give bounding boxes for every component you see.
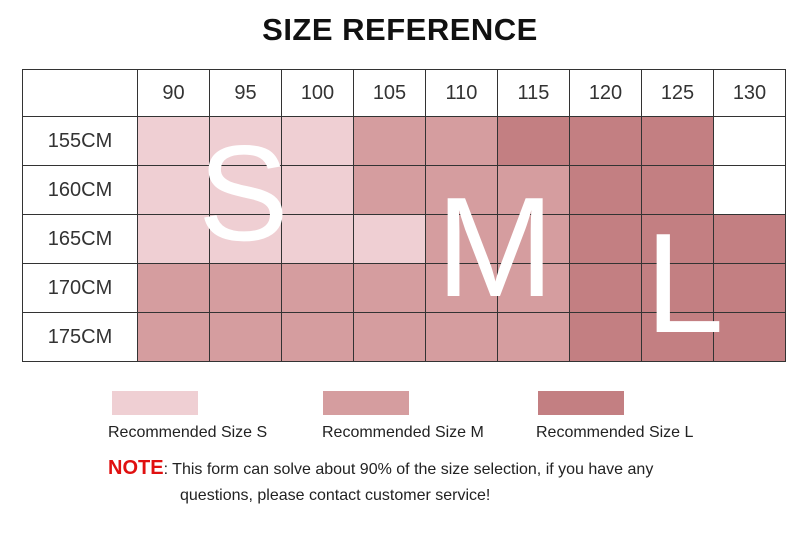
size-cell-m xyxy=(497,214,570,264)
height-label: 175CM xyxy=(22,312,138,362)
size-cell-m xyxy=(497,165,570,215)
height-label: 170CM xyxy=(22,263,138,313)
size-cell-m xyxy=(209,263,282,313)
weight-header: 130 xyxy=(713,69,786,117)
size-cell-empty xyxy=(713,116,786,166)
size-cell-s xyxy=(281,214,354,264)
note-keyword: NOTE xyxy=(108,457,164,479)
weight-header: 95 xyxy=(209,69,282,117)
weight-header: 110 xyxy=(425,69,498,117)
size-cell-l xyxy=(641,165,714,215)
height-row: 155CM xyxy=(22,116,786,166)
size-cell-m xyxy=(281,312,354,362)
size-cell-m xyxy=(497,263,570,313)
size-cell-l xyxy=(569,214,642,264)
size-cell-l xyxy=(641,214,714,264)
size-cell-m xyxy=(281,263,354,313)
size-cell-m xyxy=(425,165,498,215)
size-cell-l xyxy=(713,214,786,264)
legend-label-m: Recommended Size M xyxy=(322,424,484,441)
note-text-line2: questions, please contact customer servi… xyxy=(180,487,491,504)
size-cell-s xyxy=(137,116,210,166)
size-cell-m xyxy=(353,116,426,166)
size-cell-m xyxy=(425,312,498,362)
height-row: 160CM xyxy=(22,165,786,215)
page-title: SIZE REFERENCE xyxy=(262,12,538,47)
size-cell-m xyxy=(209,312,282,362)
size-cell-l xyxy=(641,312,714,362)
size-cell-s xyxy=(353,214,426,264)
size-cell-s xyxy=(209,214,282,264)
size-cell-s xyxy=(209,165,282,215)
legend-swatch-m xyxy=(323,391,409,415)
size-cell-m xyxy=(425,116,498,166)
size-cell-s xyxy=(137,214,210,264)
size-cell-l xyxy=(569,165,642,215)
size-cell-m xyxy=(353,312,426,362)
size-cell-m xyxy=(353,263,426,313)
size-cell-l xyxy=(641,116,714,166)
height-row: 165CM xyxy=(22,214,786,264)
size-cell-l xyxy=(569,116,642,166)
size-cell-empty xyxy=(713,165,786,215)
size-cell-s xyxy=(281,116,354,166)
weight-header: 105 xyxy=(353,69,426,117)
height-label: 160CM xyxy=(22,165,138,215)
legend-label-s: Recommended Size S xyxy=(108,424,268,441)
corner-cell xyxy=(22,69,138,117)
weight-header: 100 xyxy=(281,69,354,117)
legend-swatch-l xyxy=(538,391,624,415)
size-cell-l xyxy=(713,312,786,362)
height-row: 170CM xyxy=(22,263,786,313)
legend-label-l: Recommended Size L xyxy=(536,424,694,441)
size-cell-s xyxy=(137,165,210,215)
size-cell-s xyxy=(281,165,354,215)
height-label: 165CM xyxy=(22,214,138,264)
weight-header: 90 xyxy=(137,69,210,117)
weight-header: 115 xyxy=(497,69,570,117)
size-cell-m xyxy=(353,165,426,215)
weight-header: 125 xyxy=(641,69,714,117)
size-cell-l xyxy=(569,263,642,313)
size-cell-m xyxy=(137,312,210,362)
size-cell-l xyxy=(569,312,642,362)
size-cell-l xyxy=(497,116,570,166)
size-table-container: 90 95 100 105 110 115 120 125 130 155CM 1… xyxy=(22,69,786,362)
size-cell-l xyxy=(713,263,786,313)
size-cell-s xyxy=(209,116,282,166)
size-cell-l xyxy=(641,263,714,313)
size-cell-m xyxy=(425,214,498,264)
note-body: : This form can solve about 90% of the s… xyxy=(163,461,654,478)
weight-header-row: 90 95 100 105 110 115 120 125 130 xyxy=(22,69,786,117)
legend-swatch-s xyxy=(112,391,198,415)
size-table: 90 95 100 105 110 115 120 125 130 155CM 1… xyxy=(22,69,786,362)
height-label: 155CM xyxy=(22,116,138,166)
size-cell-m xyxy=(137,263,210,313)
size-cell-m xyxy=(497,312,570,362)
size-cell-m xyxy=(425,263,498,313)
weight-header: 120 xyxy=(569,69,642,117)
height-row: 175CM xyxy=(22,312,786,362)
note-text-line1: NOTE: This form can solve about 90% of t… xyxy=(108,457,653,480)
